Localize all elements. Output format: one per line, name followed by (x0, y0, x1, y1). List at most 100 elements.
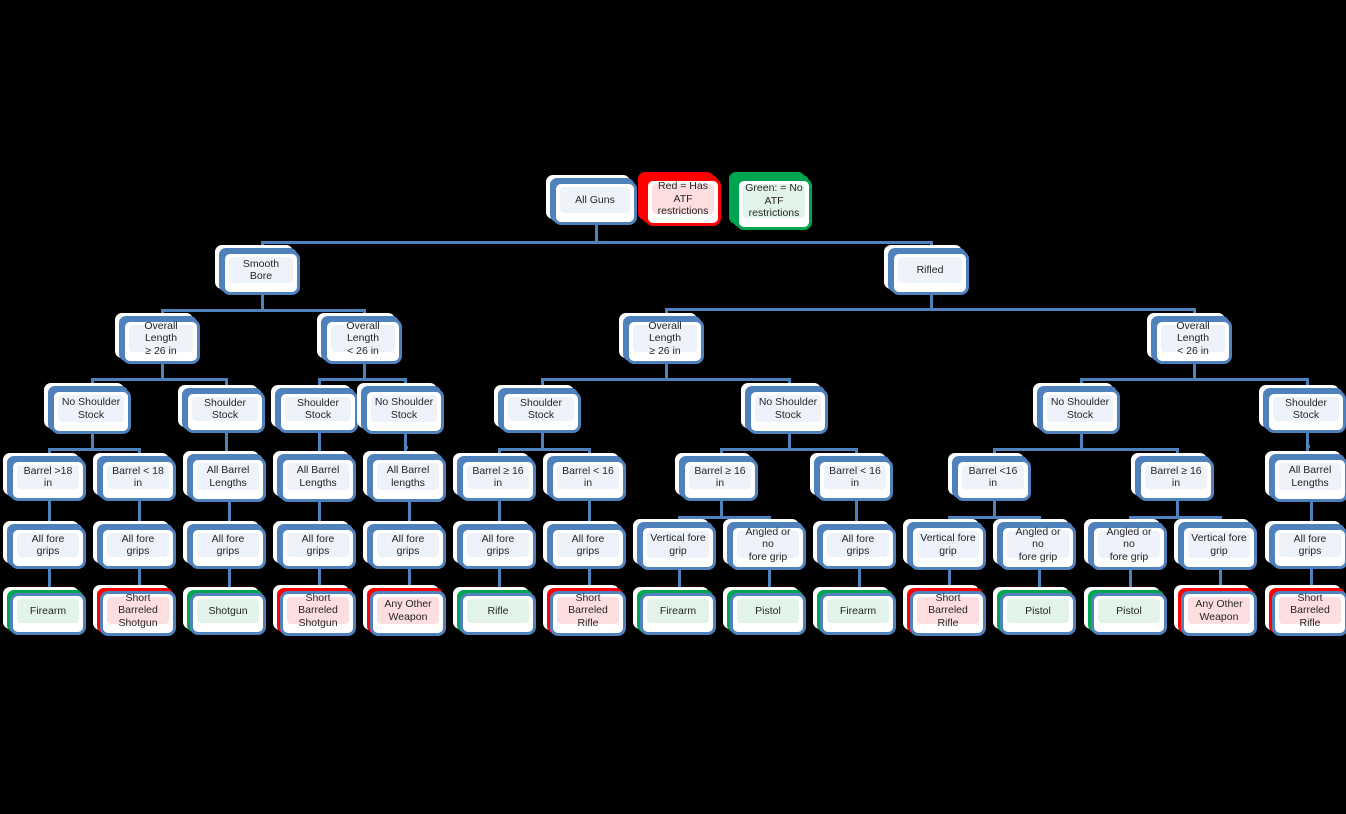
n-out-5[interactable]: Any Other Weapon (363, 585, 446, 636)
n-fg-6[interactable]: All fore grips (453, 521, 536, 569)
n-fg-11[interactable]: Vertical fore grip (903, 519, 986, 570)
n-fg-13[interactable]: Angled or no fore grip (1084, 519, 1167, 570)
n-ss-3[interactable]: Shoulder Stock (271, 385, 358, 433)
node-frame: Pistol (1091, 593, 1167, 635)
n-ss-8[interactable]: Shoulder Stock (1259, 385, 1346, 433)
n-ss-6[interactable]: No Shoulder Stock (741, 383, 828, 434)
node-frame: Smooth Bore (222, 251, 300, 295)
n-out-14[interactable]: Any Other Weapon (1174, 585, 1257, 636)
node-frame: Barrel ≥ 16 in (682, 459, 758, 501)
n-rf-len-lt26[interactable]: Overall Length < 26 in (1147, 313, 1232, 364)
n-out-10[interactable]: Firearm (813, 587, 896, 635)
node-body: Barrel ≥ 16 in (1145, 465, 1207, 489)
n-out-7[interactable]: Short Barreled Rifle (543, 585, 626, 636)
n-ss-2[interactable]: Shoulder Stock (178, 385, 265, 433)
node-label: Angled or no fore grip (1015, 525, 1061, 563)
node-label: Shotgun (208, 604, 248, 617)
node-body: Shotgun (197, 599, 259, 623)
n-fg-3[interactable]: All fore grips (183, 521, 266, 569)
node-frame: Short Barreled Rifle (1272, 591, 1346, 636)
n-fg-2[interactable]: All fore grips (93, 521, 176, 569)
node-frame: Short Barreled Shotgun (100, 591, 176, 636)
node-label: Firearm (659, 604, 697, 617)
n-bl-2[interactable]: Barrel < 18 in (93, 453, 176, 501)
n-fg-14[interactable]: Vertical fore grip (1174, 519, 1257, 570)
n-fg-15[interactable]: All fore grips (1265, 521, 1346, 569)
n-fg-4[interactable]: All fore grips (273, 521, 356, 569)
n-legend-green[interactable]: Green: = No ATF restrictions (729, 172, 812, 230)
connector-bus (678, 516, 768, 519)
n-bl-5[interactable]: All Barrel lengths (363, 451, 446, 502)
n-fg-1[interactable]: All fore grips (3, 521, 86, 569)
node-frame: All fore grips (820, 527, 896, 569)
n-out-1[interactable]: Firearm (3, 587, 86, 635)
n-out-11[interactable]: Short Barreled Rifle (903, 585, 986, 636)
node-body: Short Barreled Rifle (1279, 592, 1341, 629)
n-out-15[interactable]: Short Barreled Rifle (1265, 585, 1346, 636)
n-out-6[interactable]: Rifle (453, 587, 536, 635)
node-label: Rifle (487, 604, 509, 617)
connector-stem (91, 430, 94, 448)
n-fg-12[interactable]: Angled or no fore grip (993, 519, 1076, 570)
node-body: Red = Has ATF restrictions (652, 180, 714, 217)
connector-stem (1193, 360, 1196, 378)
n-bl-12[interactable]: All Barrel Lengths (1265, 451, 1346, 502)
connector-stem (363, 360, 366, 378)
connector-jog (1306, 445, 1310, 448)
n-ss-5[interactable]: Shoulder Stock (494, 385, 581, 433)
n-out-9[interactable]: Pistol (723, 587, 806, 635)
n-ss-1[interactable]: No Shoulder Stock (44, 383, 131, 434)
node-label: Short Barreled Rifle (1290, 591, 1330, 629)
node-label: Smooth Bore (242, 257, 280, 283)
node-label: All fore grips (121, 532, 155, 558)
node-label: All Barrel Lengths (206, 464, 250, 489)
node-label: Shoulder Stock (1284, 396, 1328, 422)
node-body: Pistol (1098, 599, 1160, 623)
n-bl-11[interactable]: Barrel ≥ 16 in (1131, 453, 1214, 501)
n-smooth-bore[interactable]: Smooth Bore (215, 245, 300, 295)
connector-bus (161, 309, 363, 312)
n-fg-10[interactable]: All fore grips (813, 521, 896, 569)
n-out-4[interactable]: Short Barreled Shotgun (273, 585, 356, 636)
connector-bus (48, 448, 138, 451)
n-out-8[interactable]: Firearm (633, 587, 716, 635)
n-all-guns[interactable]: All Guns (546, 175, 637, 225)
node-body: Vertical fore grip (647, 531, 709, 558)
n-bl-7[interactable]: Barrel < 16 in (543, 453, 626, 501)
node-frame: Vertical fore grip (1181, 525, 1257, 570)
node-body: Barrel >18 in (17, 465, 79, 489)
n-legend-red[interactable]: Red = Has ATF restrictions (638, 172, 721, 226)
n-fg-5[interactable]: All fore grips (363, 521, 446, 569)
n-bl-3[interactable]: All Barrel Lengths (183, 451, 266, 502)
node-frame: Overall Length ≥ 26 in (626, 319, 704, 364)
n-fg-9[interactable]: Angled or no fore grip (723, 519, 806, 570)
n-sb-len-lt26[interactable]: Overall Length < 26 in (317, 313, 402, 364)
n-ss-7[interactable]: No Shoulder Stock (1033, 383, 1120, 434)
n-bl-6[interactable]: Barrel ≥ 16 in (453, 453, 536, 501)
n-fg-7[interactable]: All fore grips (543, 521, 626, 569)
connector-link (225, 429, 228, 459)
n-rifled[interactable]: Rifled (884, 245, 969, 295)
n-bl-10[interactable]: Barrel <16 in (948, 453, 1031, 501)
node-label: All Guns (575, 193, 615, 206)
n-out-12[interactable]: Pistol (993, 587, 1076, 635)
node-frame: Angled or no fore grip (730, 525, 806, 570)
n-ss-4[interactable]: No Shoulder Stock (357, 383, 444, 434)
n-out-3[interactable]: Shotgun (183, 587, 266, 635)
node-body: Rifled (898, 257, 962, 283)
node-label: Barrel <16 in (968, 464, 1018, 490)
n-bl-4[interactable]: All Barrel Lengths (273, 451, 356, 502)
n-out-2[interactable]: Short Barreled Shotgun (93, 585, 176, 636)
n-rf-len-ge26[interactable]: Overall Length ≥ 26 in (619, 313, 704, 364)
n-out-13[interactable]: Pistol (1084, 587, 1167, 635)
node-frame: Short Barreled Rifle (550, 591, 626, 636)
connector-stem (665, 360, 668, 378)
n-bl-1[interactable]: Barrel >18 in (3, 453, 86, 501)
n-sb-len-ge26[interactable]: Overall Length ≥ 26 in (115, 313, 200, 364)
node-body: Angled or no fore grip (1098, 526, 1160, 563)
n-bl-9[interactable]: Barrel < 16 in (810, 453, 893, 501)
connector-stem (161, 360, 164, 378)
n-bl-8[interactable]: Barrel ≥ 16 in (675, 453, 758, 501)
n-fg-8[interactable]: Vertical fore grip (633, 519, 716, 570)
